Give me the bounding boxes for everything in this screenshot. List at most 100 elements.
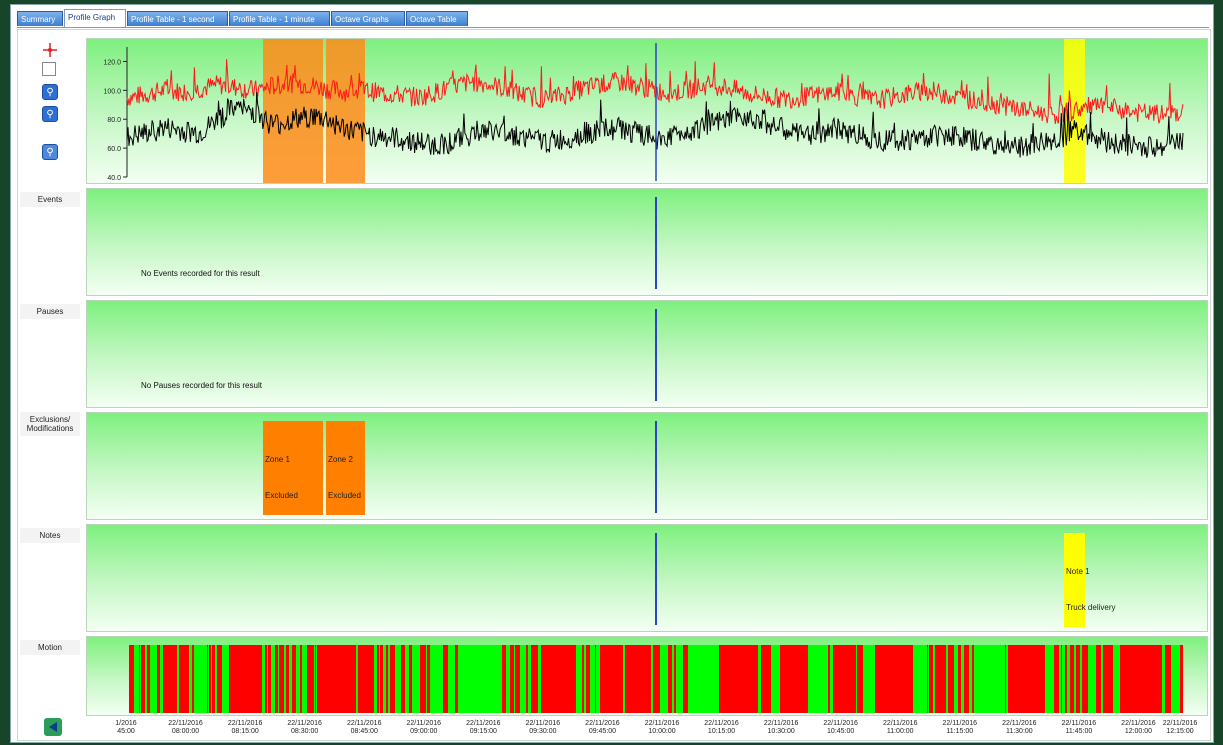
motion-segment — [600, 645, 604, 713]
x-tick-time: 08:15:00 — [231, 728, 259, 735]
x-tick-label: 22/11/2016 11:30:00 — [989, 720, 1049, 736]
crosshair-icon[interactable] — [42, 42, 58, 58]
x-tick-time: 08:30:00 — [291, 728, 319, 735]
motion-segment — [265, 645, 267, 713]
x-tick-time: 10:15:00 — [707, 728, 736, 735]
motion-segment — [674, 645, 676, 713]
crosshair-icon-glyph — [43, 43, 57, 57]
tab-summary[interactable]: Summary — [17, 11, 63, 26]
motion-segment — [380, 645, 383, 713]
motion-segment — [209, 645, 211, 713]
x-tick-date: 1/2016 — [115, 720, 137, 727]
x-tick-date: 22/11/2016 — [287, 720, 322, 727]
x-tick-date: 22/11/2016 — [227, 720, 263, 727]
x-tick-label: 22/11/2016 10:30:00 — [751, 720, 811, 736]
motion-segment — [927, 645, 928, 713]
exclusions-label-line2: Modifications — [26, 424, 74, 433]
motion-segment — [317, 645, 356, 713]
motion-segment — [313, 645, 314, 713]
pauses-empty-message: No Pauses recorded for this result — [141, 381, 262, 390]
time-cursor-line — [655, 309, 657, 401]
motion-segment — [929, 645, 932, 713]
exclusion-zone-2-shade — [326, 39, 365, 183]
series-line-1 — [126, 91, 1184, 158]
motion-segment — [275, 645, 278, 713]
motion-segment — [457, 645, 458, 713]
y-tick-label: 60.0 — [107, 146, 121, 153]
tab-profile-table-1-second[interactable]: Profile Table - 1 second — [127, 11, 228, 26]
motion-segment — [141, 645, 145, 713]
notes-label: Notes — [20, 528, 80, 543]
time-cursor-line — [655, 197, 657, 289]
motion-segment — [1065, 645, 1067, 713]
exclusion-zone-1[interactable]: Zone 1 Excluded — [263, 421, 323, 515]
x-tick-date: 22/11/2016 — [525, 720, 561, 727]
exclusions-panel[interactable]: Zone 1 Excluded Zone 2 Excluded — [86, 412, 1208, 520]
motion-segment — [409, 645, 412, 713]
exclusion-zone-2[interactable]: Zone 2 Excluded — [326, 421, 365, 515]
tab-profile-table-1-minute[interactable]: Profile Table - 1 minute — [229, 11, 330, 26]
x-tick-time: 12:00:00 — [1124, 728, 1153, 735]
motion-segment — [932, 645, 933, 713]
time-cursor-line — [655, 421, 657, 513]
motion-segment — [964, 645, 965, 713]
motion-segment — [163, 645, 175, 713]
notes-panel[interactable]: Note 1 Truck delivery — [86, 524, 1208, 632]
zoom-in-icon[interactable]: ⚲ — [42, 84, 58, 100]
x-axis-ticks: 1/2016 45:00 22/11/2016 08:00:00 22/11/2016 0… — [86, 718, 1210, 740]
x-tick-label: 22/11/2016 08:45:00 — [334, 720, 394, 736]
x-tick-date: 22/11/2016 — [763, 720, 799, 727]
x-tick-date: 22/11/2016 — [346, 720, 382, 727]
x-tick-date: 22/11/2016 — [823, 720, 858, 727]
motion-segment — [455, 645, 457, 713]
x-tick-time: 10:30:00 — [767, 728, 795, 735]
x-tick-time: 10:45:00 — [827, 728, 855, 735]
exclusions-label: Exclusions/ Modifications — [20, 412, 80, 436]
motion-segment — [368, 645, 374, 713]
x-tick-time: 09:00:00 — [410, 728, 438, 735]
motion-segment — [1008, 645, 1012, 713]
x-tick-label: 22/11/2016 10:45:00 — [811, 720, 871, 736]
motion-segment — [586, 645, 590, 713]
x-tick-date: 22/11/2016 — [1121, 720, 1156, 727]
x-tick-time: 11:30:00 — [1005, 728, 1033, 735]
tab-bar: Summary Profile Graph Profile Table - 1 … — [17, 8, 1209, 28]
motion-segment — [286, 645, 289, 713]
motion-segment — [364, 645, 368, 713]
tab-octave-table[interactable]: Octave Table — [406, 11, 468, 26]
green-left-arrow-icon[interactable] — [44, 718, 62, 736]
x-tick-time: 09:45:00 — [588, 728, 617, 735]
noise-profile-chart[interactable]: 120.0 100.0 80.0 60.0 40.0 — [86, 38, 1208, 184]
y-tick-label: 40.0 — [107, 175, 121, 182]
motion-segment — [653, 645, 655, 713]
zoom-reset-icon[interactable]: ⚲ — [42, 144, 58, 160]
x-tick-label: 22/11/2016 10:15:00 — [692, 720, 752, 736]
zoom-out-icon[interactable]: ⚲ — [42, 106, 58, 122]
motion-segment — [292, 645, 296, 713]
events-panel[interactable]: No Events recorded for this result — [86, 188, 1208, 296]
motion-segment — [655, 645, 660, 713]
x-tick-date: 22/11/2016 — [882, 720, 918, 727]
motion-segment — [532, 645, 538, 713]
x-tick-label: 1/2016 45:00 — [96, 720, 156, 736]
motion-segment — [420, 645, 426, 713]
motion-segment — [157, 645, 160, 713]
tab-octave-graphs[interactable]: Octave Graphs — [331, 11, 405, 26]
motion-segment — [390, 645, 395, 713]
x-tick-label: 22/11/2016 09:00:00 — [394, 720, 454, 736]
tab-profile-graph[interactable]: Profile Graph — [64, 9, 126, 27]
x-tick-date: 22/11/2016 — [406, 720, 442, 727]
x-tick-time: 12:15:00 — [1166, 728, 1194, 735]
motion-panel[interactable] — [86, 636, 1208, 716]
motion-segment — [1108, 645, 1113, 713]
exclusions-label-line1: Exclusions/ — [29, 415, 71, 424]
motion-segment — [1157, 645, 1159, 713]
motion-segment — [515, 645, 520, 713]
motion-segment — [625, 645, 649, 713]
note-1-marker[interactable]: Note 1 Truck delivery — [1064, 533, 1116, 627]
motion-segment — [526, 645, 528, 713]
pauses-panel[interactable]: No Pauses recorded for this result — [86, 300, 1208, 408]
x-tick-date: 22/11/2016 — [585, 720, 620, 727]
zone-2-status: Excluded — [328, 491, 361, 500]
select-box-icon[interactable] — [42, 62, 56, 76]
